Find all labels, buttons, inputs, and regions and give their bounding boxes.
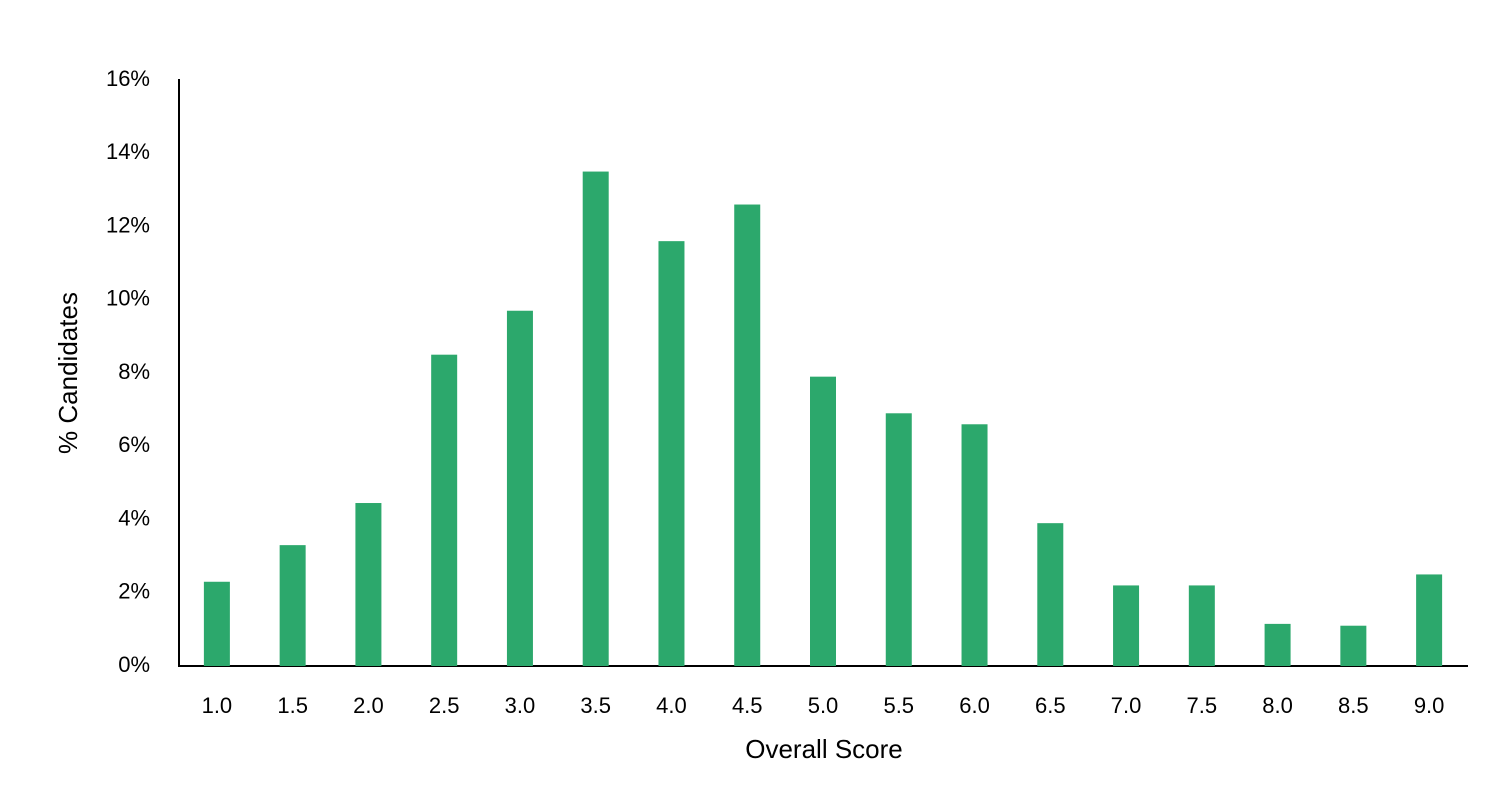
x-tick-label: 4.0 xyxy=(656,693,687,718)
bar xyxy=(1416,574,1443,666)
bar xyxy=(1264,623,1291,666)
bar xyxy=(1340,625,1367,666)
y-axis-label: % Candidates xyxy=(53,292,83,454)
x-tick-label: 4.5 xyxy=(732,693,763,718)
y-tick-label: 10% xyxy=(106,286,150,311)
y-tick-label: 8% xyxy=(118,359,150,384)
x-tick-label: 3.5 xyxy=(580,693,611,718)
bar xyxy=(506,310,533,666)
bar xyxy=(1113,585,1140,666)
x-axis-label: Overall Score xyxy=(745,734,903,764)
x-tick-label: 9.0 xyxy=(1414,693,1445,718)
x-tick-label: 2.0 xyxy=(353,693,384,718)
x-tick-label: 5.5 xyxy=(883,693,914,718)
x-tick-label: 8.0 xyxy=(1262,693,1293,718)
bar xyxy=(1188,585,1215,666)
y-tick-label: 14% xyxy=(106,139,150,164)
x-tick-label: 6.5 xyxy=(1035,693,1066,718)
bar xyxy=(810,376,836,666)
y-tick-label: 2% xyxy=(118,579,150,604)
bar xyxy=(582,171,609,666)
bar xyxy=(734,204,761,666)
x-tick-label: 1.0 xyxy=(202,693,233,718)
x-tick-label: 2.5 xyxy=(429,693,460,718)
y-tick-label: 4% xyxy=(118,505,150,530)
y-tick-label: 16% xyxy=(106,66,150,91)
bar xyxy=(279,545,306,666)
bar xyxy=(885,413,912,666)
bar xyxy=(355,503,382,666)
x-tick-label: 7.0 xyxy=(1111,693,1142,718)
x-tick-label: 7.5 xyxy=(1187,693,1218,718)
bar xyxy=(658,241,685,666)
y-tick-label: 0% xyxy=(118,652,150,677)
bar xyxy=(431,354,458,666)
bar xyxy=(1037,523,1064,666)
bar xyxy=(961,424,988,666)
y-tick-label: 6% xyxy=(118,432,150,457)
bar xyxy=(203,581,230,666)
y-tick-label: 12% xyxy=(106,212,150,237)
x-tick-label: 1.5 xyxy=(277,693,308,718)
x-tick-label: 8.5 xyxy=(1338,693,1369,718)
x-tick-label: 6.0 xyxy=(959,693,990,718)
x-tick-label: 5.0 xyxy=(808,693,839,718)
x-tick-label: 3.0 xyxy=(505,693,536,718)
